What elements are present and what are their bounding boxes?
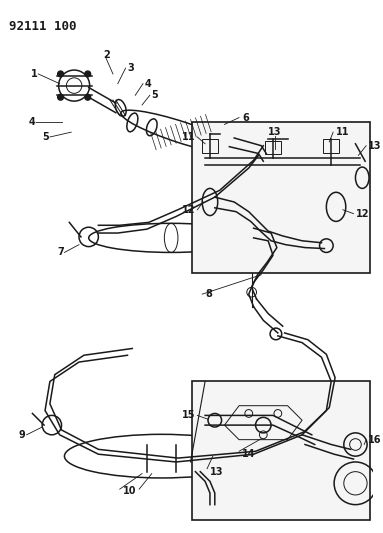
- Text: 92111 100: 92111 100: [9, 20, 77, 33]
- Text: 3: 3: [128, 63, 134, 73]
- Text: 14: 14: [242, 449, 255, 459]
- FancyBboxPatch shape: [193, 123, 370, 273]
- Text: 6: 6: [242, 112, 249, 123]
- FancyBboxPatch shape: [193, 382, 370, 520]
- Text: 13: 13: [268, 127, 282, 137]
- Text: 11: 11: [182, 132, 195, 142]
- Text: 12: 12: [355, 208, 369, 219]
- Circle shape: [85, 94, 91, 100]
- Text: 15: 15: [182, 410, 195, 421]
- Text: 13: 13: [368, 141, 381, 151]
- Text: 12: 12: [182, 205, 195, 215]
- Text: 1: 1: [31, 69, 37, 79]
- Text: 2: 2: [103, 50, 110, 60]
- Text: 4: 4: [29, 117, 35, 127]
- Text: 7: 7: [58, 247, 64, 257]
- Text: 4: 4: [145, 79, 152, 88]
- Circle shape: [58, 71, 64, 77]
- Text: 8: 8: [205, 289, 212, 299]
- Text: 9: 9: [19, 430, 26, 440]
- Text: 5: 5: [152, 90, 159, 100]
- Circle shape: [85, 71, 91, 77]
- Text: 16: 16: [368, 434, 381, 445]
- Text: 10: 10: [123, 486, 136, 496]
- Circle shape: [58, 94, 64, 100]
- Text: 13: 13: [210, 467, 223, 477]
- Text: 5: 5: [42, 132, 49, 142]
- Text: 11: 11: [336, 127, 350, 137]
